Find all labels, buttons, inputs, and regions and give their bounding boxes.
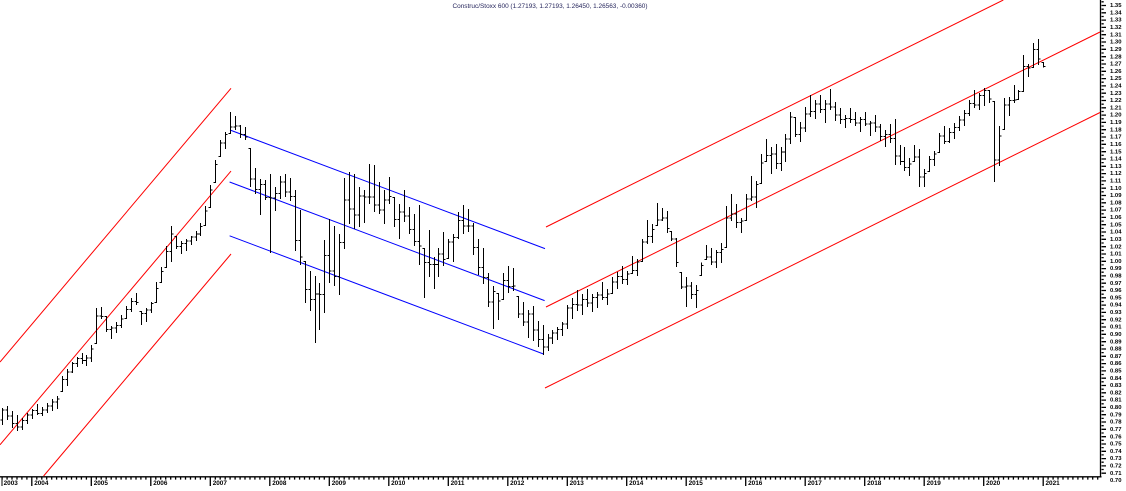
svg-text:1.19: 1.19	[1110, 120, 1122, 126]
svg-text:1.06: 1.06	[1110, 215, 1122, 221]
svg-text:1.33: 1.33	[1110, 18, 1122, 24]
svg-text:1.16: 1.16	[1110, 142, 1122, 148]
svg-text:0.70: 0.70	[1110, 478, 1122, 484]
svg-text:2003: 2003	[4, 480, 19, 486]
svg-text:0.87: 0.87	[1110, 354, 1122, 360]
svg-text:1.20: 1.20	[1110, 113, 1122, 119]
svg-text:0.85: 0.85	[1110, 369, 1122, 375]
svg-text:2010: 2010	[391, 480, 406, 486]
svg-text:0.73: 0.73	[1110, 456, 1122, 462]
svg-text:2018: 2018	[867, 480, 882, 486]
svg-text:1.26: 1.26	[1110, 69, 1122, 75]
svg-text:1.32: 1.32	[1110, 25, 1122, 31]
svg-text:1.21: 1.21	[1110, 105, 1122, 111]
svg-text:2009: 2009	[332, 480, 347, 486]
svg-text:0.97: 0.97	[1110, 281, 1122, 287]
svg-text:1.11: 1.11	[1110, 179, 1122, 185]
svg-text:2021: 2021	[1046, 480, 1061, 486]
svg-text:1.07: 1.07	[1110, 208, 1122, 214]
svg-text:0.86: 0.86	[1110, 361, 1122, 367]
svg-text:Construc/Stoxx 600 (1.27193, 1: Construc/Stoxx 600 (1.27193, 1.27193, 1.…	[452, 3, 647, 10]
svg-text:2011: 2011	[451, 480, 465, 486]
svg-text:0.84: 0.84	[1110, 376, 1122, 382]
svg-text:1.25: 1.25	[1110, 76, 1122, 82]
svg-text:0.98: 0.98	[1110, 274, 1122, 280]
svg-text:1.00: 1.00	[1110, 259, 1122, 265]
svg-text:2019: 2019	[927, 480, 942, 486]
svg-text:0.81: 0.81	[1110, 398, 1122, 404]
svg-text:1.08: 1.08	[1110, 200, 1122, 206]
svg-text:2005: 2005	[94, 480, 109, 486]
svg-text:1.27: 1.27	[1110, 62, 1122, 68]
svg-text:1.09: 1.09	[1110, 193, 1122, 199]
svg-text:0.92: 0.92	[1110, 317, 1122, 323]
svg-text:0.88: 0.88	[1110, 347, 1122, 353]
svg-text:1.23: 1.23	[1110, 91, 1122, 97]
svg-text:0.93: 0.93	[1110, 310, 1122, 316]
svg-text:0.96: 0.96	[1110, 288, 1122, 294]
svg-text:0.78: 0.78	[1110, 420, 1122, 426]
svg-text:0.82: 0.82	[1110, 390, 1122, 396]
svg-text:0.89: 0.89	[1110, 339, 1122, 345]
svg-text:1.01: 1.01	[1110, 252, 1122, 258]
svg-text:2008: 2008	[272, 480, 287, 486]
svg-text:1.15: 1.15	[1110, 149, 1122, 155]
svg-text:0.80: 0.80	[1110, 405, 1122, 411]
svg-text:1.17: 1.17	[1110, 135, 1122, 141]
svg-text:2006: 2006	[153, 480, 168, 486]
svg-text:0.91: 0.91	[1110, 325, 1122, 331]
svg-text:0.76: 0.76	[1110, 434, 1122, 440]
svg-text:2016: 2016	[748, 480, 763, 486]
svg-text:0.94: 0.94	[1110, 303, 1122, 309]
svg-text:1.12: 1.12	[1110, 171, 1122, 177]
svg-text:0.95: 0.95	[1110, 295, 1122, 301]
svg-text:2007: 2007	[213, 480, 228, 486]
svg-text:1.30: 1.30	[1110, 40, 1122, 46]
svg-text:1.31: 1.31	[1110, 32, 1122, 38]
svg-text:1.04: 1.04	[1110, 230, 1122, 236]
svg-text:1.22: 1.22	[1110, 98, 1122, 104]
svg-text:1.29: 1.29	[1110, 47, 1122, 53]
svg-text:2015: 2015	[689, 480, 704, 486]
svg-text:1.05: 1.05	[1110, 222, 1122, 228]
svg-text:1.14: 1.14	[1110, 157, 1122, 163]
svg-text:1.24: 1.24	[1110, 84, 1122, 90]
svg-text:2014: 2014	[629, 480, 644, 486]
svg-text:1.13: 1.13	[1110, 164, 1122, 170]
svg-text:2012: 2012	[510, 480, 525, 486]
svg-text:0.74: 0.74	[1110, 449, 1122, 455]
svg-text:1.03: 1.03	[1110, 237, 1122, 243]
svg-text:0.71: 0.71	[1110, 471, 1122, 477]
svg-text:0.75: 0.75	[1110, 442, 1122, 448]
svg-text:2013: 2013	[570, 480, 585, 486]
svg-text:2017: 2017	[808, 480, 823, 486]
svg-text:1.34: 1.34	[1110, 10, 1122, 16]
svg-text:0.90: 0.90	[1110, 332, 1122, 338]
svg-text:1.35: 1.35	[1110, 3, 1122, 9]
svg-text:0.72: 0.72	[1110, 464, 1122, 470]
svg-text:0.77: 0.77	[1110, 427, 1122, 433]
svg-text:0.99: 0.99	[1110, 266, 1122, 272]
svg-text:0.79: 0.79	[1110, 412, 1122, 418]
svg-text:1.10: 1.10	[1110, 186, 1122, 192]
svg-text:2020: 2020	[986, 480, 1001, 486]
svg-text:1.02: 1.02	[1110, 244, 1122, 250]
svg-text:1.18: 1.18	[1110, 127, 1122, 133]
svg-text:0.83: 0.83	[1110, 383, 1122, 389]
svg-text:1.28: 1.28	[1110, 54, 1122, 60]
svg-text:2004: 2004	[34, 480, 49, 486]
